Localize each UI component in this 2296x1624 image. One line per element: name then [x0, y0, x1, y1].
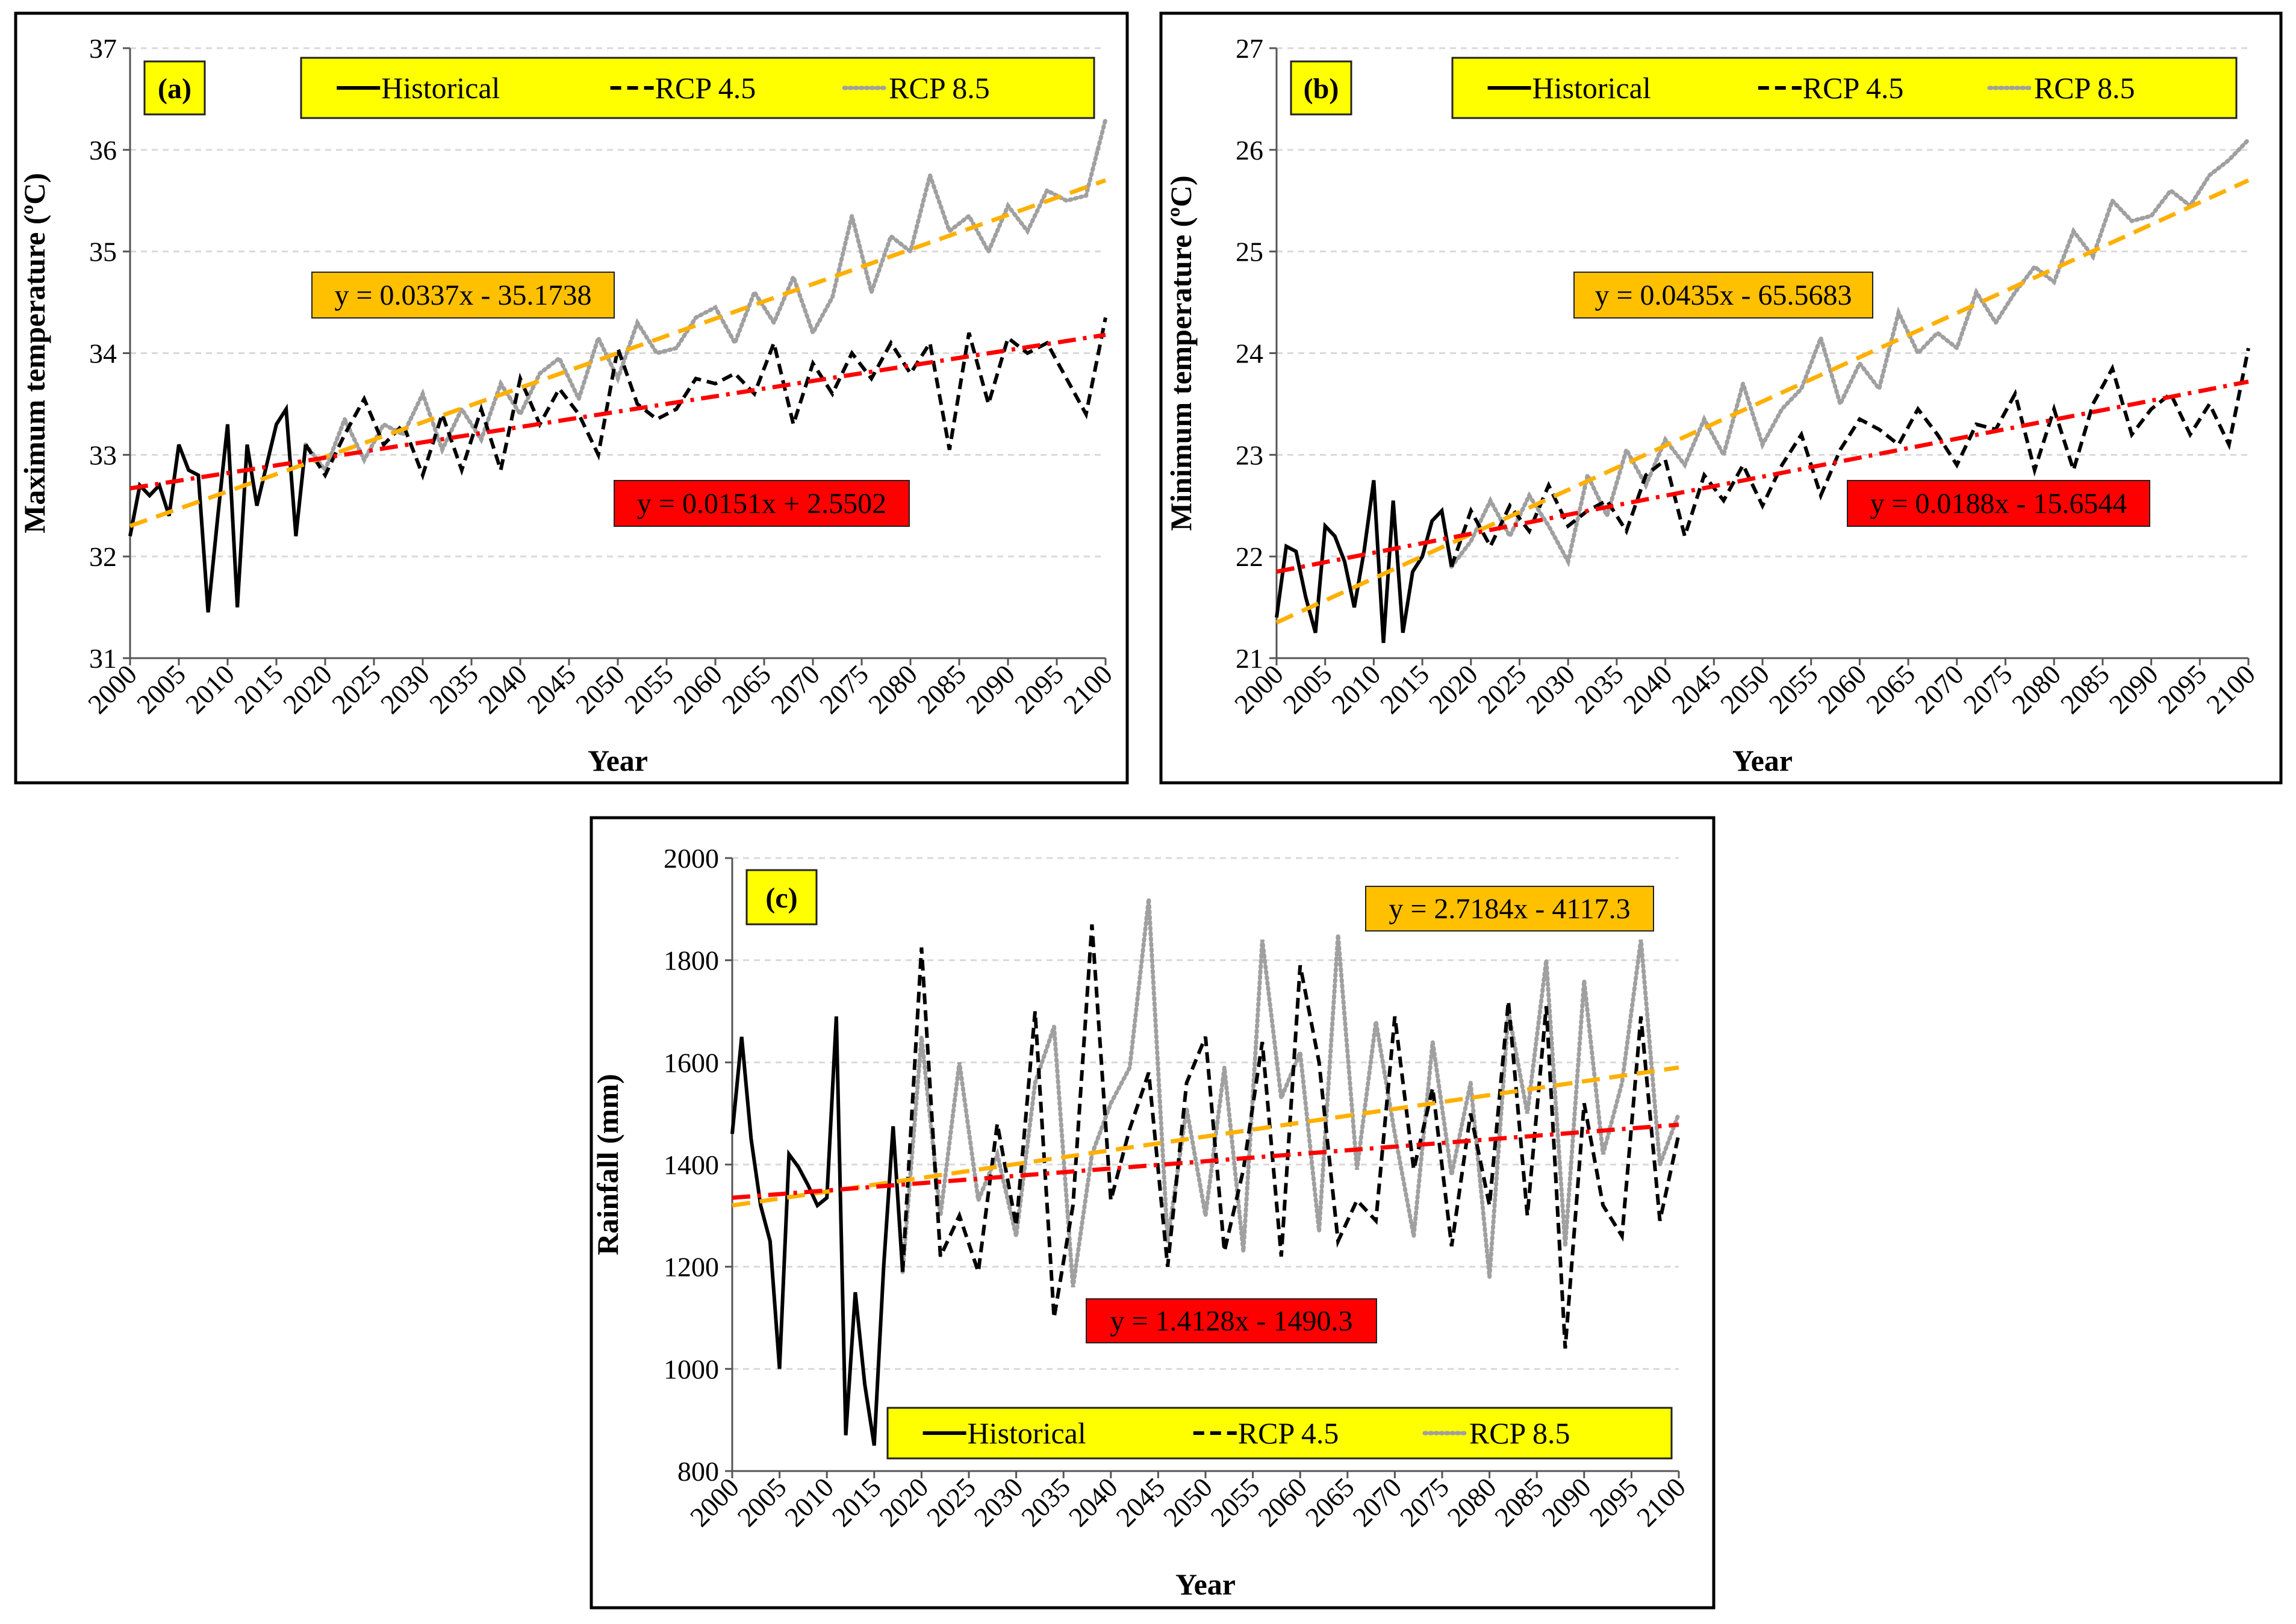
trendline-rcp85	[129, 178, 1107, 528]
legend-box	[1451, 57, 2238, 119]
legend-label-rcp45: RCP 4.5	[1238, 1416, 1339, 1450]
panel-label-box	[143, 60, 206, 116]
x-axis-title: Year	[1175, 1567, 1236, 1601]
series-line-rcp85	[1449, 137, 2251, 569]
y-tick-label: 25	[1236, 237, 1263, 267]
panel-label: (a)	[158, 73, 191, 105]
panel-label-box	[745, 869, 818, 926]
equation-rcp85-box	[311, 272, 615, 319]
series-line-historical	[730, 1016, 904, 1446]
series-line-rcp85	[900, 898, 1681, 1288]
y-tick-label: 1000	[664, 1354, 719, 1384]
legend-box	[886, 1407, 1673, 1460]
series-line-rcp85	[303, 117, 1108, 474]
equation-rcp85: y = 0.0337x - 35.1738	[334, 279, 591, 311]
y-tick-label: 1800	[664, 945, 719, 976]
legend: Historical RCP 4.5 RCP 8.5	[1451, 57, 2238, 119]
y-tick-label: 22	[1236, 541, 1263, 572]
series-line-historical	[128, 403, 308, 613]
trendline-rcp85	[732, 1065, 1679, 1208]
x-axis-title: Year	[588, 744, 648, 777]
legend-label-historical: Historical	[381, 71, 500, 105]
equation-rcp85-box	[1365, 886, 1654, 932]
legend-label-rcp85: RCP 8.5	[889, 71, 990, 105]
equation-rcp85: y = 2.7184x - 4117.3	[1389, 893, 1630, 925]
x-axis-title: Year	[1732, 744, 1793, 777]
chart-panel-3: 8001000120014001600180020002000200520102…	[590, 816, 1716, 1610]
panel-label-box	[1290, 60, 1352, 116]
series-line-historical	[1275, 480, 1454, 643]
y-axis-title: Minimum temperature (ºC)	[1164, 175, 1198, 530]
y-axis-title: Rainfall (mm)	[591, 1074, 624, 1255]
y-tick-label: 23	[1236, 440, 1263, 470]
equation-rcp45: y = 1.4128x - 1490.3	[1110, 1305, 1352, 1337]
legend-label-rcp85: RCP 8.5	[1469, 1416, 1570, 1450]
series-line-rcp45	[901, 924, 1681, 1349]
legend-label-rcp45: RCP 4.5	[655, 71, 756, 105]
legend-label-rcp45: RCP 4.5	[1803, 71, 1904, 105]
y-tick-label: 26	[1236, 135, 1263, 166]
trendline-rcp85	[1275, 178, 2250, 625]
y-tick-label: 24	[1236, 338, 1263, 369]
trendline-rcp45	[732, 1122, 1679, 1200]
y-tick-label: 33	[89, 440, 117, 470]
y-tick-label: 31	[89, 643, 117, 674]
y-tick-label: 800	[677, 1456, 719, 1487]
equation-rcp45-box	[614, 480, 910, 527]
series-line-rcp45	[304, 317, 1107, 481]
equation-rcp45-box	[1847, 480, 2150, 527]
y-axis-title: Maximum temperature (ºC)	[17, 173, 51, 534]
series-line-rcp45	[1449, 347, 2250, 568]
equation-rcp85: y = 0.0435x - 65.5683	[1594, 279, 1852, 311]
chart-panel-1: 3132333435363720002005201020152020202520…	[14, 11, 1129, 785]
y-tick-label: 2000	[664, 843, 719, 874]
equation-rcp85-box	[1573, 272, 1873, 319]
legend-box	[300, 57, 1095, 119]
trendline-rcp45	[129, 332, 1106, 491]
y-tick-label: 27	[1236, 33, 1263, 64]
y-tick-label: 21	[1236, 643, 1263, 674]
legend: Historical RCP 4.5 RCP 8.5	[300, 57, 1095, 119]
y-tick-label: 1200	[664, 1252, 719, 1283]
equation-rcp45-box	[1086, 1298, 1377, 1343]
y-tick-label: 1400	[664, 1150, 719, 1180]
panel-label: (c)	[765, 882, 797, 914]
equation-rcp45: y = 0.0151x + 2.5502	[637, 488, 886, 520]
chart-panel-2: 2122232425262720002005201020152020202520…	[1159, 11, 2283, 785]
legend-label-historical: Historical	[1532, 71, 1651, 105]
y-tick-label: 1600	[664, 1047, 719, 1078]
panel-label: (b)	[1304, 73, 1339, 105]
equation-rcp45: y = 0.0188x - 15.6544	[1870, 488, 2127, 520]
legend-label-rcp85: RCP 8.5	[2034, 71, 2135, 105]
legend: Historical RCP 4.5 RCP 8.5	[886, 1407, 1673, 1460]
panel-frame	[14, 11, 1129, 785]
y-tick-label: 35	[89, 237, 117, 267]
y-tick-label: 36	[89, 135, 117, 166]
y-tick-label: 37	[89, 33, 117, 64]
trendline-rcp45	[1276, 379, 2249, 574]
panel-frame	[1159, 11, 2283, 785]
y-tick-label: 34	[89, 338, 117, 369]
legend-label-historical: Historical	[968, 1416, 1086, 1450]
y-tick-label: 32	[89, 541, 117, 572]
